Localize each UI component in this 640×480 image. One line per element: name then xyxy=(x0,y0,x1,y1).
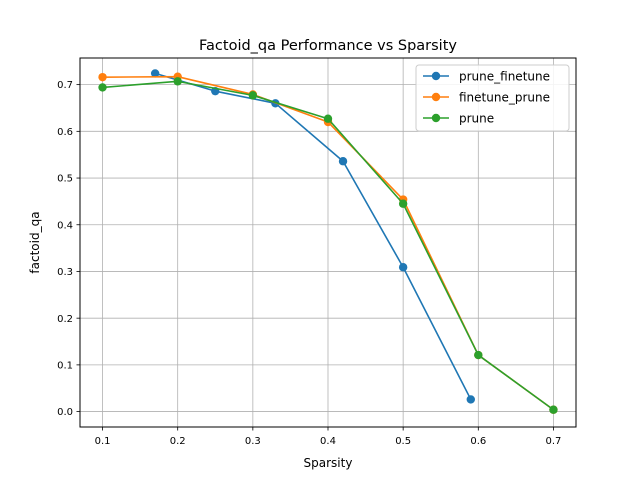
y-ticks: 0.0 0.1 0.2 0.3 0.4 0.5 0.6 0.7 xyxy=(57,80,80,418)
x-tick-label: 0.4 xyxy=(320,436,336,447)
x-tick-label: 0.2 xyxy=(170,436,186,447)
y-tick-label: 0.0 xyxy=(57,407,73,418)
x-tick-label: 0.1 xyxy=(95,436,111,447)
x-tick-label: 0.3 xyxy=(245,436,261,447)
x-tick-label: 0.7 xyxy=(546,436,562,447)
x-axis-label: Sparsity xyxy=(304,456,353,470)
data-point xyxy=(248,91,258,100)
legend-item: finetune_prune xyxy=(423,91,550,105)
legend-item: prune xyxy=(423,112,494,126)
y-tick-label: 0.7 xyxy=(57,80,73,91)
legend-label: prune_finetune xyxy=(459,70,550,84)
legend-label: prune xyxy=(459,112,494,126)
legend-marker xyxy=(431,113,441,123)
chart-title: Factoid_qa Performance vs Sparsity xyxy=(199,38,457,54)
data-point xyxy=(398,199,408,208)
data-point xyxy=(338,157,348,166)
x-ticks: 0.1 0.2 0.3 0.4 0.5 0.6 0.7 xyxy=(95,427,562,447)
series-line xyxy=(154,72,472,400)
data-point xyxy=(98,72,107,82)
legend-marker xyxy=(431,92,441,102)
legend-marker xyxy=(431,71,441,81)
y-tick-label: 0.1 xyxy=(57,360,73,371)
data-point xyxy=(549,405,558,414)
legend-item: prune_finetune xyxy=(423,70,550,84)
y-tick-label: 0.3 xyxy=(57,267,73,278)
legend-box xyxy=(415,64,570,132)
legend-label: finetune_prune xyxy=(459,91,550,105)
x-tick-label: 0.5 xyxy=(395,436,411,447)
y-axis-label: factoid_qa xyxy=(28,211,42,273)
series-layer xyxy=(98,69,558,414)
data-point xyxy=(474,350,483,360)
series-prune_finetune xyxy=(150,69,475,404)
data-point xyxy=(150,69,160,78)
y-tick-label: 0.6 xyxy=(57,127,73,138)
data-point xyxy=(173,77,182,86)
data-point xyxy=(466,395,475,404)
y-tick-label: 0.4 xyxy=(57,220,73,231)
data-point xyxy=(323,114,333,123)
x-tick-label: 0.6 xyxy=(470,436,486,447)
data-point xyxy=(98,83,107,92)
series-prune xyxy=(98,77,558,414)
y-tick-label: 0.5 xyxy=(57,174,73,185)
y-tick-label: 0.2 xyxy=(57,314,73,325)
data-point xyxy=(398,263,408,272)
